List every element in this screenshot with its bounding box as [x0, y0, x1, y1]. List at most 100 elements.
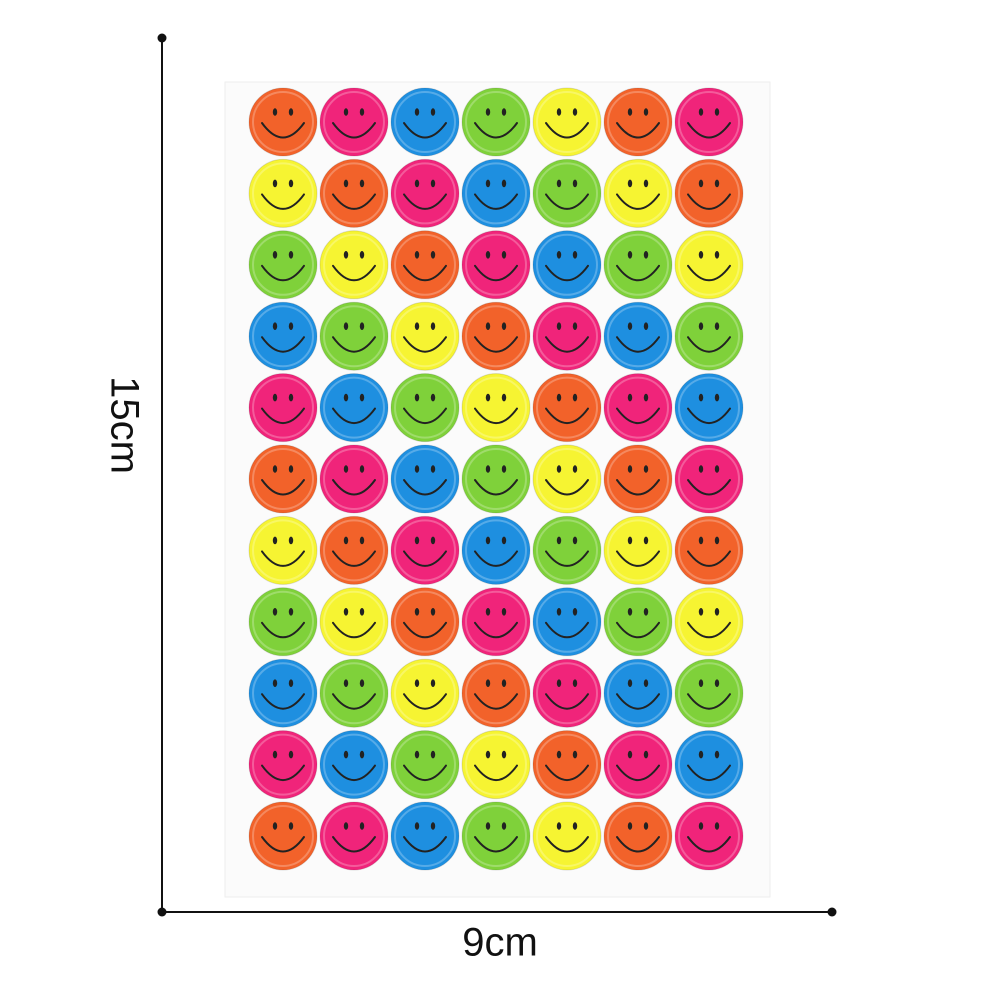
sticker-rim — [252, 162, 314, 225]
sticker-face — [390, 658, 460, 728]
sticker-face — [532, 444, 602, 514]
sticker-smile — [545, 479, 589, 496]
smiley-sticker — [532, 658, 602, 728]
sticker-rim — [678, 662, 740, 725]
sticker-rim — [536, 448, 598, 510]
sticker-eye — [556, 750, 562, 759]
sticker-eye — [698, 822, 704, 830]
dimension-dot — [827, 907, 837, 917]
sticker-eye — [343, 393, 349, 402]
smiley-sticker — [319, 87, 389, 157]
sticker-eye — [627, 822, 633, 830]
sticker-face — [603, 301, 673, 371]
sticker-face — [248, 587, 318, 657]
sticker-eye — [272, 465, 278, 473]
sticker-face — [461, 87, 531, 157]
smiley-sticker — [461, 587, 531, 657]
sticker-rim — [323, 376, 385, 439]
sticker-eye — [430, 250, 436, 259]
sticker-rim — [536, 805, 598, 867]
sticker-eye — [288, 322, 294, 330]
sticker-rim — [536, 162, 598, 225]
sticker-rim — [678, 162, 740, 225]
sticker-face — [603, 658, 673, 728]
sticker-rim — [465, 376, 527, 439]
sticker-face — [248, 658, 318, 728]
sticker-face — [319, 158, 389, 228]
smiley-sticker — [319, 658, 389, 728]
sticker-eye — [714, 179, 720, 188]
sticker-face — [248, 87, 318, 157]
smiley-sticker — [603, 730, 673, 800]
sticker-smile — [403, 122, 447, 139]
sticker-rim — [252, 733, 314, 796]
sticker-rim — [536, 662, 598, 725]
sticker-eye — [643, 822, 649, 830]
sticker-eye — [698, 536, 704, 545]
smiley-sticker — [248, 301, 318, 371]
sticker-eye — [359, 679, 365, 687]
sticker-eye — [501, 393, 507, 402]
sticker-smile — [403, 764, 447, 782]
smiley-sticker — [248, 230, 318, 300]
sticker-face — [674, 587, 744, 657]
sticker-rim — [394, 305, 456, 368]
sticker-rim — [394, 376, 456, 439]
sticker-eye — [627, 250, 633, 259]
dimension-dot — [157, 907, 167, 917]
sticker-eye — [627, 179, 633, 188]
sticker-eye — [485, 322, 491, 330]
smiley-sticker — [319, 515, 389, 585]
sticker-eye — [288, 108, 294, 116]
sticker-face — [390, 730, 460, 800]
sticker-smile — [332, 336, 376, 353]
sticker-smile — [616, 264, 660, 282]
sticker-rim — [323, 162, 385, 225]
sticker-smile — [332, 193, 376, 210]
sticker-eye — [359, 608, 365, 616]
height-label: 15cm — [102, 376, 146, 474]
smiley-sticker — [248, 87, 318, 157]
smiley-sticker — [461, 515, 531, 585]
sticker-eye — [359, 250, 365, 259]
sticker-eye — [501, 750, 507, 759]
sticker-face — [319, 230, 389, 300]
smiley-sticker — [603, 587, 673, 657]
smiley-sticker — [532, 230, 602, 300]
sticker-face — [390, 87, 460, 157]
sticker-smile — [545, 122, 589, 139]
sticker-smile — [474, 264, 518, 282]
sticker-face — [603, 515, 673, 585]
sticker-rim — [678, 305, 740, 368]
sticker-smile — [616, 336, 660, 353]
smiley-sticker — [390, 87, 460, 157]
sticker-eye — [343, 750, 349, 759]
sticker-face — [532, 230, 602, 300]
sticker-eye — [343, 608, 349, 616]
sticker-rim — [394, 233, 456, 296]
sticker-smile — [545, 264, 589, 282]
sticker-eye — [430, 465, 436, 473]
sticker-eye — [698, 108, 704, 116]
sticker-eye — [556, 536, 562, 545]
smiley-sticker — [461, 658, 531, 728]
sticker-rim — [678, 590, 740, 653]
sticker-eye — [572, 608, 578, 616]
sticker-eye — [572, 393, 578, 402]
sticker-face — [319, 730, 389, 800]
sticker-smile — [403, 479, 447, 496]
smiley-sticker — [461, 230, 531, 300]
sticker-eye — [272, 250, 278, 259]
smiley-sticker — [461, 87, 531, 157]
sticker-smile — [545, 836, 589, 853]
sticker-smile — [474, 550, 518, 567]
sticker-eye — [414, 536, 420, 545]
sticker-face — [532, 730, 602, 800]
sticker-rim — [252, 662, 314, 725]
sticker-face — [248, 515, 318, 585]
sticker-face — [248, 373, 318, 443]
sticker-smile — [687, 550, 731, 567]
sticker-smile — [687, 621, 731, 639]
sticker-eye — [430, 108, 436, 116]
sticker-eye — [430, 750, 436, 759]
